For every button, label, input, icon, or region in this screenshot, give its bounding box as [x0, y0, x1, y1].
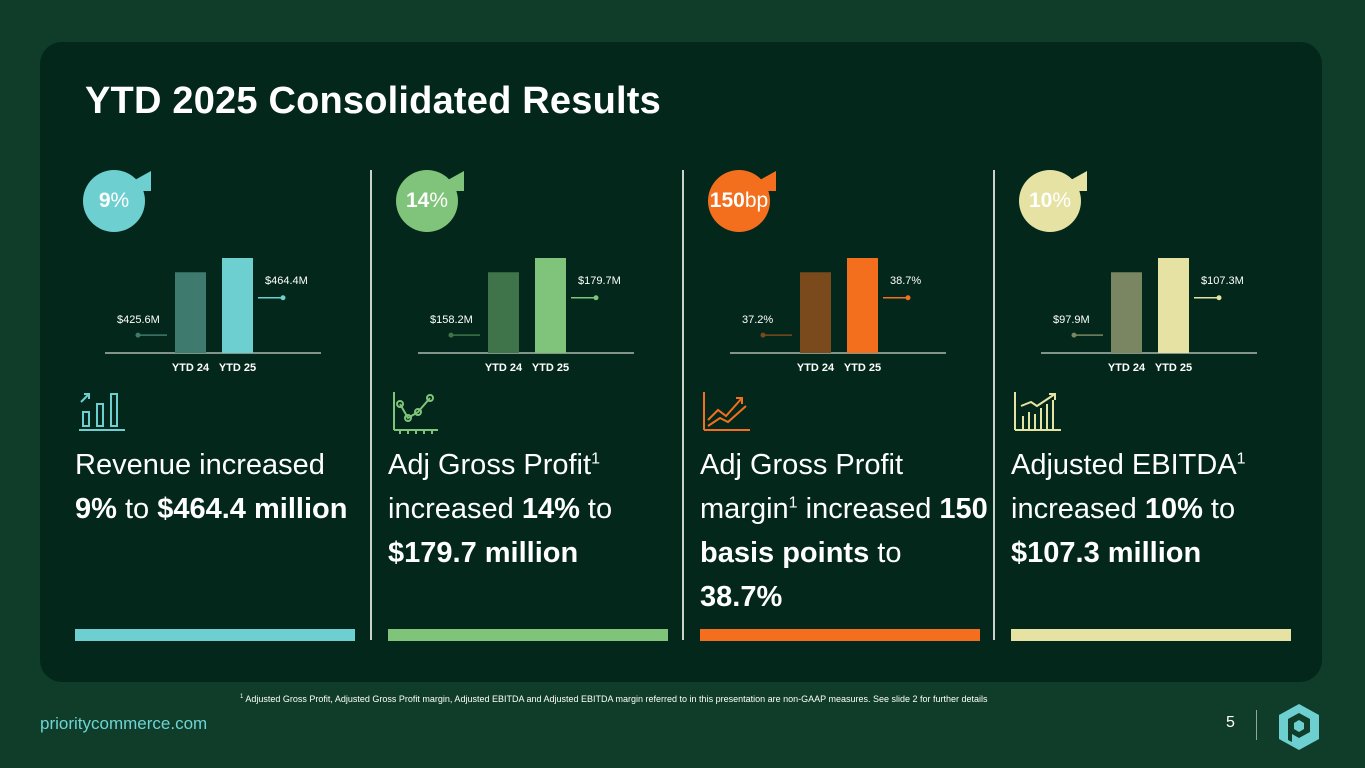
svg-text:$97.9M: $97.9M: [1053, 314, 1090, 326]
margin-bar-chart: YTD 24 YTD 25 37.2% 38.7%: [730, 258, 946, 374]
desc-text: Revenue increased: [75, 449, 325, 481]
chart-bar-curr: [847, 258, 878, 353]
desc-highlight: 10%: [1144, 493, 1203, 525]
footnote: 1 Adjusted Gross Profit, Adjusted Gross …: [240, 694, 988, 704]
svg-text:$107.3M: $107.3M: [1201, 275, 1244, 287]
metric-description: Adj Gross Profit margin1 increased 150 b…: [700, 443, 990, 619]
svg-text:38.7%: 38.7%: [890, 275, 921, 287]
revenue-bar-chart: YTD 24 YTD 25 $425.6M $464.4M: [105, 258, 321, 374]
badge-unit: bp: [744, 189, 769, 212]
desc-highlight: 9%: [75, 493, 117, 525]
desc-text: increased: [1011, 493, 1145, 525]
desc-text: to: [116, 493, 158, 525]
page-title: YTD 2025 Consolidated Results: [85, 80, 661, 122]
desc-highlight: $464.4 million: [157, 493, 348, 525]
badge-pointer-icon: [1069, 171, 1087, 191]
tick-label: YTD 24: [485, 362, 523, 374]
desc-highlight: 150 basis points: [700, 493, 988, 569]
badge-pointer-icon: [133, 171, 151, 191]
chart-bar-prev: [488, 272, 519, 353]
tick-label: YTD 24: [797, 362, 835, 374]
metric-adj-gross-profit: 14% YTD 24 YTD 25 $158.2M $179.7M Adj Gross…: [388, 165, 670, 645]
trend-up-icon: [703, 392, 750, 431]
content-panel: [40, 42, 1322, 682]
data-label-prev: $97.9M: [1053, 314, 1103, 338]
bar-growth-icon: [79, 393, 125, 431]
data-label-curr: $179.7M: [571, 275, 621, 301]
desc-text: increased: [388, 493, 522, 525]
desc-text: to: [579, 493, 613, 525]
desc-highlight: $107.3 million: [1011, 537, 1202, 569]
data-label-curr: $464.4M: [258, 275, 308, 301]
badge-unit: %: [429, 189, 449, 212]
badge-number: 9: [98, 189, 111, 212]
chart-bar-prev: [175, 272, 206, 353]
accent-bar: [388, 629, 668, 641]
svg-text:$179.7M: $179.7M: [578, 275, 621, 287]
svg-text:$464.4M: $464.4M: [265, 275, 308, 287]
desc-text: to: [1202, 493, 1236, 525]
data-label-prev: $425.6M: [117, 314, 167, 338]
data-label-curr: 38.7%: [883, 275, 921, 301]
badge-pointer-icon: [758, 171, 776, 191]
desc-text: Adj Gross Profit: [388, 449, 592, 481]
accent-bar: [1011, 629, 1291, 641]
accent-bar: [700, 629, 980, 641]
chart-bar-curr: [222, 258, 253, 353]
footnote-marker: 1: [1236, 450, 1246, 468]
badge-number: 150: [709, 189, 745, 212]
ebitda-bar-chart: YTD 24 YTD 25 $97.9M $107.3M: [1041, 258, 1257, 374]
footnote-marker: 1: [240, 694, 244, 700]
website-link[interactable]: prioritycommerce.com: [40, 714, 208, 733]
tick-label: YTD 25: [844, 362, 881, 374]
metric-gross-profit-margin: 150 bp YTD 24 YTD 25 37.2% 38.7% Adj Gross P…: [700, 165, 988, 645]
desc-highlight: 14%: [521, 493, 580, 525]
data-label-prev: $158.2M: [430, 314, 480, 338]
metric-revenue: 9% YTD 24 YTD 25 $425.6M $464.4M Revenue in…: [75, 165, 357, 645]
footnote-marker: 1: [591, 450, 600, 468]
footer-divider: [1256, 710, 1257, 740]
growth-bars-icon: [1014, 392, 1061, 431]
badge-unit: %: [110, 189, 130, 212]
metric-description: Adjusted EBITDA1 increased 10% to $107.3…: [1011, 443, 1301, 575]
chart-bar-prev: [1111, 272, 1142, 353]
badge-unit: %: [1052, 189, 1072, 212]
desc-highlight: $179.7 million: [388, 537, 579, 569]
svg-text:37.2%: 37.2%: [742, 314, 773, 326]
badge-number: 10: [1028, 189, 1053, 212]
page-number: 5: [1226, 714, 1235, 731]
badge-pointer-icon: [446, 171, 464, 191]
line-chart-icon: [393, 392, 438, 434]
gross-profit-bar-chart: YTD 24 YTD 25 $158.2M $179.7M: [418, 258, 634, 374]
priority-logo-icon: [1279, 704, 1319, 750]
column-divider: [682, 170, 684, 640]
metric-description: Adj Gross Profit1 increased 14% to $179.…: [388, 443, 678, 575]
chart-bar-prev: [800, 272, 831, 353]
data-label-curr: $107.3M: [1194, 275, 1244, 301]
desc-highlight: 38.7%: [700, 581, 783, 613]
desc-text: Adj Gross Profit margin: [700, 449, 904, 525]
desc-text: Adjusted EBITDA: [1011, 449, 1237, 481]
footnote-text: Adjusted Gross Profit, Adjusted Gross Pr…: [243, 694, 988, 704]
column-divider: [993, 170, 995, 640]
chart-bar-curr: [535, 258, 566, 353]
tick-label: YTD 24: [172, 362, 210, 374]
data-label-prev: 37.2%: [742, 314, 792, 338]
metric-description: Revenue increased 9% to $464.4 million: [75, 443, 365, 531]
tick-label: YTD 25: [219, 362, 256, 374]
accent-bar: [75, 629, 355, 641]
svg-text:$158.2M: $158.2M: [430, 314, 473, 326]
svg-text:$425.6M: $425.6M: [117, 314, 160, 326]
chart-bar-curr: [1158, 258, 1189, 353]
badge-number: 14: [405, 189, 430, 212]
footnote-marker: 1: [788, 494, 798, 512]
column-divider: [370, 170, 372, 640]
metric-adjusted-ebitda: 10% YTD 24 YTD 25 $97.9M $107.3M Adjusted E…: [1011, 165, 1293, 645]
desc-text: increased: [797, 493, 940, 525]
desc-text: to: [869, 537, 902, 569]
tick-label: YTD 25: [532, 362, 569, 374]
tick-label: YTD 24: [1108, 362, 1146, 374]
tick-label: YTD 25: [1155, 362, 1192, 374]
